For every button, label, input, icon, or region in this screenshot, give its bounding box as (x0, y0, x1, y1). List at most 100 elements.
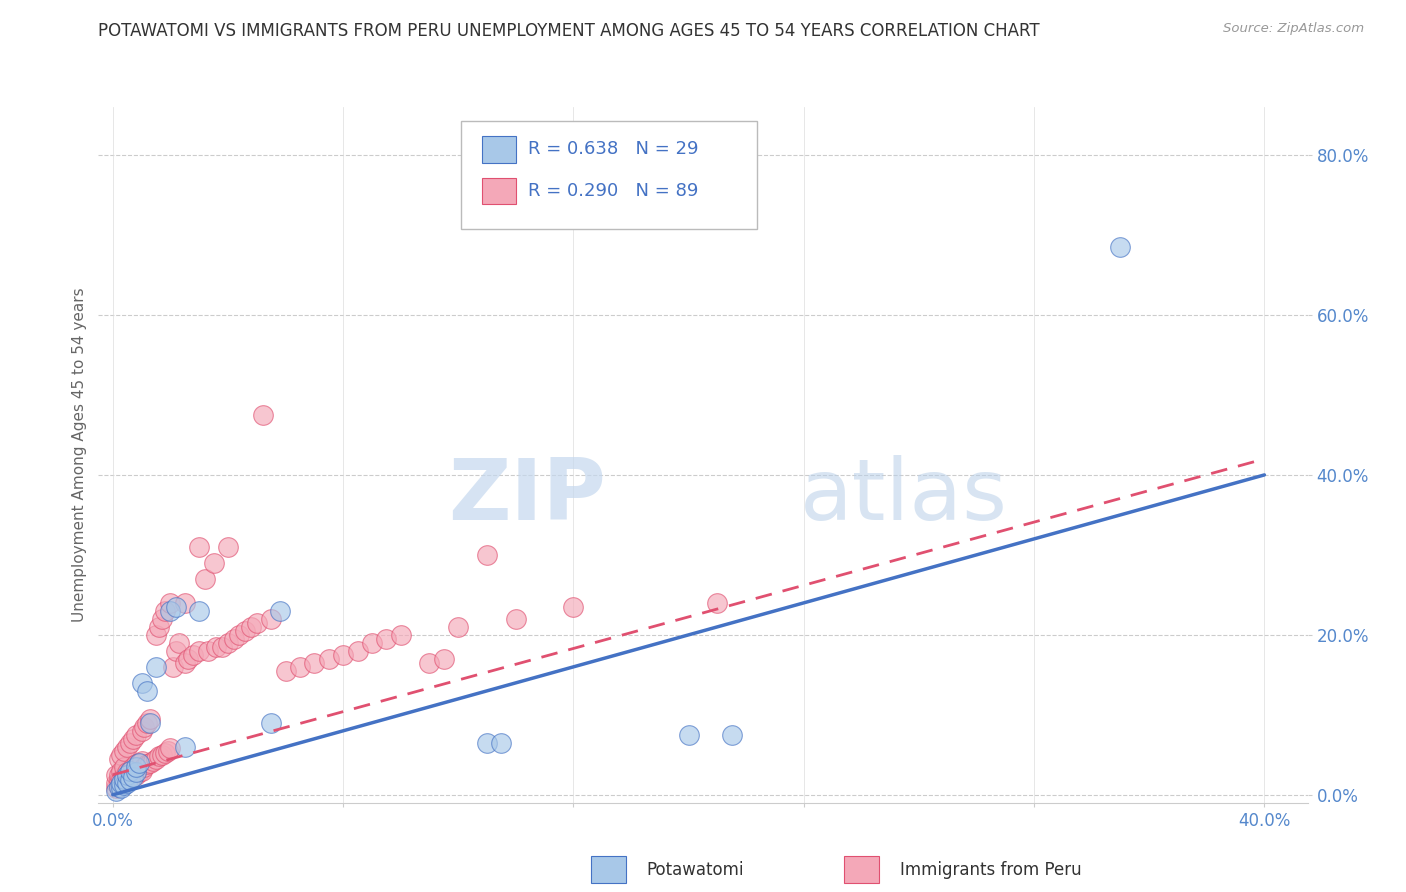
Point (115, 765, 138, 780)
Point (139, 712, 162, 726)
Point (112, 778, 135, 792)
Point (107, 752, 129, 766)
Text: atlas: atlas (800, 455, 1008, 538)
Point (125, 765, 148, 780)
Point (104, 768, 127, 782)
Text: R = 0.638   N = 29: R = 0.638 N = 29 (527, 140, 699, 158)
Point (131, 723, 153, 738)
Point (110, 776, 132, 790)
Point (706, 596, 728, 610)
Point (136, 757, 159, 772)
Point (115, 739, 138, 754)
Point (475, 548, 498, 562)
Point (104, 776, 127, 790)
Point (562, 599, 585, 614)
Text: Potawatomi: Potawatomi (647, 861, 744, 879)
Point (505, 612, 527, 626)
Point (153, 604, 176, 618)
Point (389, 628, 412, 642)
Text: R = 0.290   N = 89: R = 0.290 N = 89 (527, 182, 697, 200)
Point (125, 728, 148, 742)
Point (145, 628, 167, 642)
Point (128, 756, 150, 770)
Point (156, 744, 179, 758)
Point (112, 744, 135, 758)
Point (228, 628, 250, 642)
Point (304, 656, 326, 670)
Point (148, 749, 170, 764)
Point (104, 784, 127, 798)
Point (233, 624, 256, 638)
Point (720, 728, 742, 742)
Text: Immigrants from Peru: Immigrants from Peru (900, 861, 1081, 879)
Point (475, 736, 498, 750)
Point (136, 715, 159, 730)
Point (433, 652, 456, 666)
Bar (482, 178, 516, 204)
Point (145, 752, 167, 766)
Bar (482, 136, 516, 162)
Text: POTAWATOMI VS IMMIGRANTS FROM PERU UNEMPLOYMENT AMONG AGES 45 TO 54 YEARS CORREL: POTAWATOMI VS IMMIGRANTS FROM PERU UNEMP… (98, 22, 1040, 40)
Point (153, 746, 176, 760)
Point (188, 644, 211, 658)
Point (159, 741, 181, 756)
Point (107, 768, 129, 782)
Point (418, 656, 440, 670)
Point (139, 756, 162, 770)
Point (122, 731, 145, 746)
Point (165, 644, 187, 658)
Y-axis label: Unemployment Among Ages 45 to 54 years: Unemployment Among Ages 45 to 54 years (72, 287, 87, 623)
Point (183, 648, 205, 662)
Point (159, 596, 181, 610)
Point (205, 640, 228, 654)
Text: Source: ZipAtlas.com: Source: ZipAtlas.com (1223, 22, 1364, 36)
Point (128, 756, 150, 770)
Point (125, 760, 148, 774)
Point (194, 572, 217, 586)
Point (120, 736, 142, 750)
Text: ZIP: ZIP (449, 455, 606, 538)
Point (159, 604, 181, 618)
Point (131, 764, 153, 778)
Point (125, 757, 148, 772)
Point (332, 648, 354, 662)
Point (120, 764, 142, 778)
Point (188, 540, 211, 554)
Point (134, 760, 156, 774)
Point (115, 773, 138, 788)
Point (217, 636, 239, 650)
Point (173, 596, 195, 610)
Point (217, 540, 239, 554)
Point (112, 770, 135, 784)
Point (148, 620, 170, 634)
Point (142, 754, 165, 768)
Point (136, 683, 159, 698)
Point (122, 760, 145, 774)
Point (260, 715, 283, 730)
Point (122, 770, 145, 784)
Point (346, 644, 368, 658)
Point (375, 632, 398, 646)
Point (115, 768, 138, 782)
Point (112, 776, 135, 790)
Point (361, 636, 384, 650)
Point (134, 720, 156, 734)
Point (246, 615, 269, 630)
Point (110, 772, 132, 786)
Point (122, 768, 145, 782)
Point (139, 715, 162, 730)
Point (252, 408, 274, 422)
Point (260, 612, 283, 626)
Point (211, 640, 233, 654)
Point (165, 599, 187, 614)
Point (167, 636, 190, 650)
Point (197, 644, 219, 658)
Point (107, 780, 129, 794)
Point (107, 780, 129, 794)
Point (188, 604, 211, 618)
Point (120, 764, 142, 778)
Point (112, 760, 135, 774)
Point (176, 652, 198, 666)
Point (120, 772, 142, 786)
Point (115, 776, 138, 790)
